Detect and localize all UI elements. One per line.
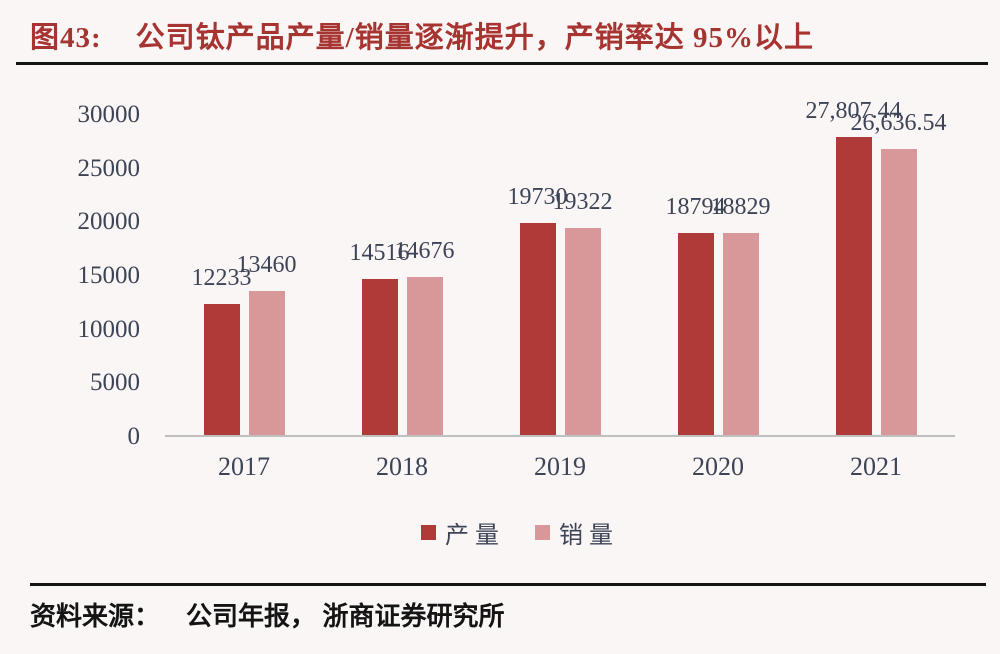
x-tick-label-2018: 2018 bbox=[376, 452, 428, 481]
y-tick-label: 30000 bbox=[77, 101, 141, 128]
bar-产量-2020: 18794 bbox=[666, 195, 726, 435]
bar-group-2020: 18794 18829 bbox=[639, 115, 797, 435]
chart-legend: 产量 销量 bbox=[120, 515, 920, 550]
bar-value-label: 19322 bbox=[552, 189, 613, 215]
x-tick-label-2020: 2020 bbox=[692, 452, 744, 481]
figure-title: 图43: 公司钛产品产量/销量逐渐提升，产销率达 95%以上 bbox=[30, 14, 980, 56]
bar-value-label: 13460 bbox=[236, 252, 297, 278]
legend-swatch-icon bbox=[421, 525, 436, 540]
y-tick-label: 20000 bbox=[77, 208, 141, 236]
bar-value-label: 18829 bbox=[710, 194, 771, 220]
legend-item-产量: 产量 bbox=[421, 515, 505, 550]
legend-label: 销量 bbox=[559, 523, 619, 549]
bar-group-2018: 14516 14676 bbox=[323, 115, 481, 435]
legend-item-销量: 销量 bbox=[535, 515, 619, 550]
y-tick-label: 5000 bbox=[90, 369, 140, 397]
bar-value-label: 18794 bbox=[665, 194, 726, 220]
x-axis-labels: 2017 2018 2019 2020 2021 bbox=[165, 452, 955, 482]
bar-value-label: 27,807.44 bbox=[805, 98, 902, 124]
bar-group-2017: 12233 13460 bbox=[165, 115, 323, 435]
bar-销量-2017: 13460 bbox=[237, 253, 297, 435]
x-tick-label-2019: 2019 bbox=[534, 452, 586, 481]
x-tick-label-2017: 2017 bbox=[218, 452, 270, 481]
source-text: 公司年报， 浙商证券研究所 bbox=[186, 602, 505, 631]
title-divider-line bbox=[16, 62, 988, 65]
source-label: 资料来源： bbox=[30, 602, 161, 631]
bar-销量-2019: 19322 bbox=[553, 190, 613, 435]
y-tick-label: 0 bbox=[127, 423, 141, 450]
bar-group-2019: 19730 19322 bbox=[481, 115, 639, 435]
x-tick-label-2021: 2021 bbox=[850, 452, 902, 481]
source-note: 资料来源： 公司年报， 浙商证券研究所 bbox=[30, 596, 980, 633]
bar-value-label: 26,636.54 bbox=[850, 110, 947, 136]
plot-area: 12233 13460 14516 14676 19730 19322 18794 18829… bbox=[165, 99, 955, 437]
y-axis-labels: 0 5000 10000 15000 20000 25000 30000 bbox=[30, 0, 141, 500]
bar-销量-2020: 18829 bbox=[711, 195, 771, 435]
y-tick-label: 10000 bbox=[77, 315, 141, 343]
bar-销量-2021: 26,636.54 bbox=[851, 111, 947, 435]
bar-产量-2017: 12233 bbox=[192, 266, 252, 435]
figure-number: 图43: bbox=[30, 22, 102, 54]
bar-销量-2018: 14676 bbox=[395, 239, 455, 435]
bar-value-label: 19730 bbox=[507, 184, 568, 210]
y-tick-label: 15000 bbox=[77, 262, 141, 289]
y-tick-label: 25000 bbox=[77, 154, 141, 182]
legend-label: 产量 bbox=[445, 523, 505, 549]
bar-value-label: 14676 bbox=[394, 238, 455, 264]
bar-value-label: 14516 bbox=[349, 240, 410, 266]
bar-产量-2021: 27,807.44 bbox=[806, 99, 902, 435]
figure-caption: 公司钛产品产量/销量逐渐提升，产销率达 95%以上 bbox=[135, 22, 814, 54]
bar-group-2021: 27,807.44 26,636.54 bbox=[797, 99, 955, 435]
legend-swatch-icon bbox=[535, 525, 550, 540]
bar-value-label: 12233 bbox=[191, 265, 252, 291]
source-divider-line bbox=[30, 583, 986, 586]
bar-产量-2018: 14516 bbox=[350, 241, 410, 435]
bar-产量-2019: 19730 bbox=[508, 185, 568, 435]
